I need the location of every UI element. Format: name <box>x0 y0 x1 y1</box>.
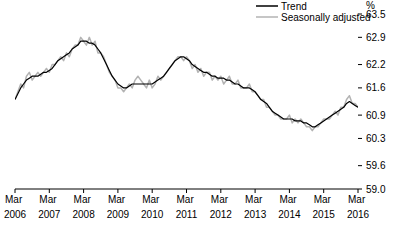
legend-label: Seasonally adjusted <box>281 12 371 23</box>
y-tick <box>358 87 362 88</box>
x-tick-label: Mar 2014 <box>278 194 301 220</box>
x-tick-label: Mar 2012 <box>210 194 233 220</box>
chart: 59.059.660.360.961.662.262.963.5%Mar 200… <box>0 0 397 227</box>
x-tick <box>49 189 50 193</box>
x-tick <box>323 189 324 193</box>
y-tick-label: 60.3 <box>366 133 386 144</box>
x-tick-label: Mar 2010 <box>141 194 164 220</box>
y-tick-label: 59.0 <box>366 184 386 195</box>
x-tick <box>152 189 153 193</box>
x-tick-label: Mar 2013 <box>244 194 267 220</box>
x-tick <box>255 189 256 193</box>
y-tick <box>358 165 362 166</box>
x-tick-label: Mar 2009 <box>107 194 130 220</box>
series-line <box>15 41 358 127</box>
x-tick <box>186 189 187 193</box>
x-tick-label: Mar 2008 <box>72 194 95 220</box>
x-tick-label: Mar 2016 <box>347 194 370 220</box>
x-tick <box>220 189 221 193</box>
y-tick <box>358 115 362 116</box>
legend-label: Trend <box>281 1 307 12</box>
x-tick-label: Mar 2015 <box>313 194 336 220</box>
y-tick <box>358 37 362 38</box>
y-axis-label: % <box>366 0 375 11</box>
y-tick-label: 60.9 <box>366 110 386 121</box>
y-tick-label: 62.9 <box>366 32 386 43</box>
y-tick <box>358 189 362 190</box>
x-tick-label: Mar 2007 <box>38 194 61 220</box>
x-tick <box>289 189 290 193</box>
x-tick <box>15 189 16 193</box>
series-line <box>15 37 358 130</box>
legend-swatch <box>256 5 278 7</box>
x-tick-label: Mar 2006 <box>4 194 27 220</box>
x-tick <box>358 189 359 193</box>
x-tick-label: Mar 2011 <box>176 194 198 220</box>
x-tick <box>83 189 84 193</box>
y-tick-label: 61.6 <box>366 82 386 93</box>
y-tick-label: 62.2 <box>366 59 386 70</box>
legend-swatch <box>256 16 278 18</box>
x-tick <box>117 189 118 193</box>
y-tick <box>358 138 362 139</box>
plot-area <box>15 37 358 130</box>
y-tick <box>358 64 362 65</box>
y-tick-label: 59.6 <box>366 160 386 171</box>
